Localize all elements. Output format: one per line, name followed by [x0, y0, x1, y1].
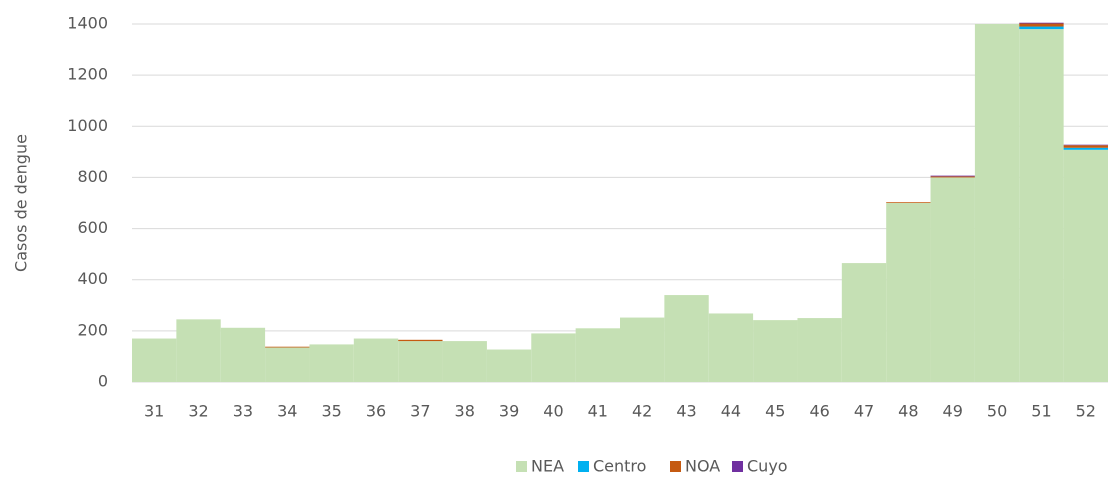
x-tick-label: 40	[543, 402, 563, 421]
bar-segment	[265, 346, 310, 348]
bar-segment	[1019, 22, 1064, 24]
x-tick-label: 42	[632, 402, 652, 421]
x-tick-label: 35	[321, 402, 341, 421]
x-tick-label: 52	[1076, 402, 1096, 421]
bar-segment	[220, 327, 266, 382]
bar-segment	[176, 319, 221, 382]
bar-segment	[620, 317, 665, 382]
bar-segment	[1063, 144, 1108, 146]
y-tick-label: 600	[77, 218, 108, 237]
bar-segment	[309, 344, 354, 382]
x-tick-label: 45	[765, 402, 785, 421]
x-tick-label: 44	[721, 402, 741, 421]
bar-segment	[398, 339, 443, 342]
bar-segment	[886, 203, 931, 382]
x-tick-label: 49	[943, 402, 963, 421]
y-tick-label: 400	[77, 269, 108, 288]
legend-swatch	[732, 461, 743, 472]
bar-segment	[753, 320, 798, 382]
bar-segment	[708, 313, 754, 382]
bar-segment	[974, 24, 1020, 382]
legend-swatch	[670, 461, 681, 472]
bar-segment	[353, 338, 399, 382]
legend-swatch	[516, 461, 527, 472]
legend-label: NOA	[685, 457, 720, 476]
bar-segment	[930, 175, 975, 177]
legend-label: NEA	[531, 457, 564, 476]
bar-segment	[265, 347, 310, 382]
x-tick-label: 48	[898, 402, 918, 421]
x-tick-label: 38	[455, 402, 475, 421]
bar-segment	[1019, 29, 1064, 382]
legend-label: Cuyo	[747, 457, 788, 476]
bar-segment	[1063, 147, 1108, 150]
bar-segment	[1019, 23, 1064, 27]
bar-segment	[886, 202, 931, 203]
bar-segment	[1063, 145, 1108, 148]
bar-segment	[486, 349, 532, 382]
y-tick-label: 0	[98, 372, 108, 391]
bar-segment	[797, 318, 842, 382]
y-tick-label: 1200	[67, 65, 108, 84]
x-tick-label: 43	[676, 402, 696, 421]
bar-segment	[132, 338, 177, 382]
bar-segment	[841, 263, 887, 382]
x-tick-label: 32	[188, 402, 208, 421]
legend-label: Centro	[593, 457, 646, 476]
bar-segment	[531, 333, 576, 382]
x-tick-label: 36	[366, 402, 386, 421]
y-tick-label: 1400	[67, 14, 108, 33]
x-tick-label: 51	[1031, 402, 1051, 421]
x-tick-label: 37	[410, 402, 430, 421]
y-tick-label: 800	[77, 167, 108, 186]
bar-segment	[398, 341, 443, 382]
bar-segment	[1019, 26, 1064, 30]
bar-segment	[664, 295, 709, 382]
x-tick-label: 33	[233, 402, 253, 421]
y-axis-title: Casos de dengue	[12, 134, 31, 272]
x-tick-label: 34	[277, 402, 297, 421]
x-tick-label: 39	[499, 402, 519, 421]
bar-segment	[1063, 149, 1108, 382]
x-tick-label: 31	[144, 402, 164, 421]
bar-segment	[442, 341, 487, 382]
y-tick-label: 200	[77, 320, 108, 339]
x-tick-label: 41	[588, 402, 608, 421]
x-tick-label: 50	[987, 402, 1007, 421]
bar-segment	[575, 328, 620, 382]
legend-swatch	[578, 461, 589, 472]
x-tick-label: 47	[854, 402, 874, 421]
bar-segment	[930, 176, 975, 178]
x-tick-label: 46	[809, 402, 829, 421]
bar-segment	[930, 177, 975, 382]
y-tick-label: 1000	[67, 116, 108, 135]
